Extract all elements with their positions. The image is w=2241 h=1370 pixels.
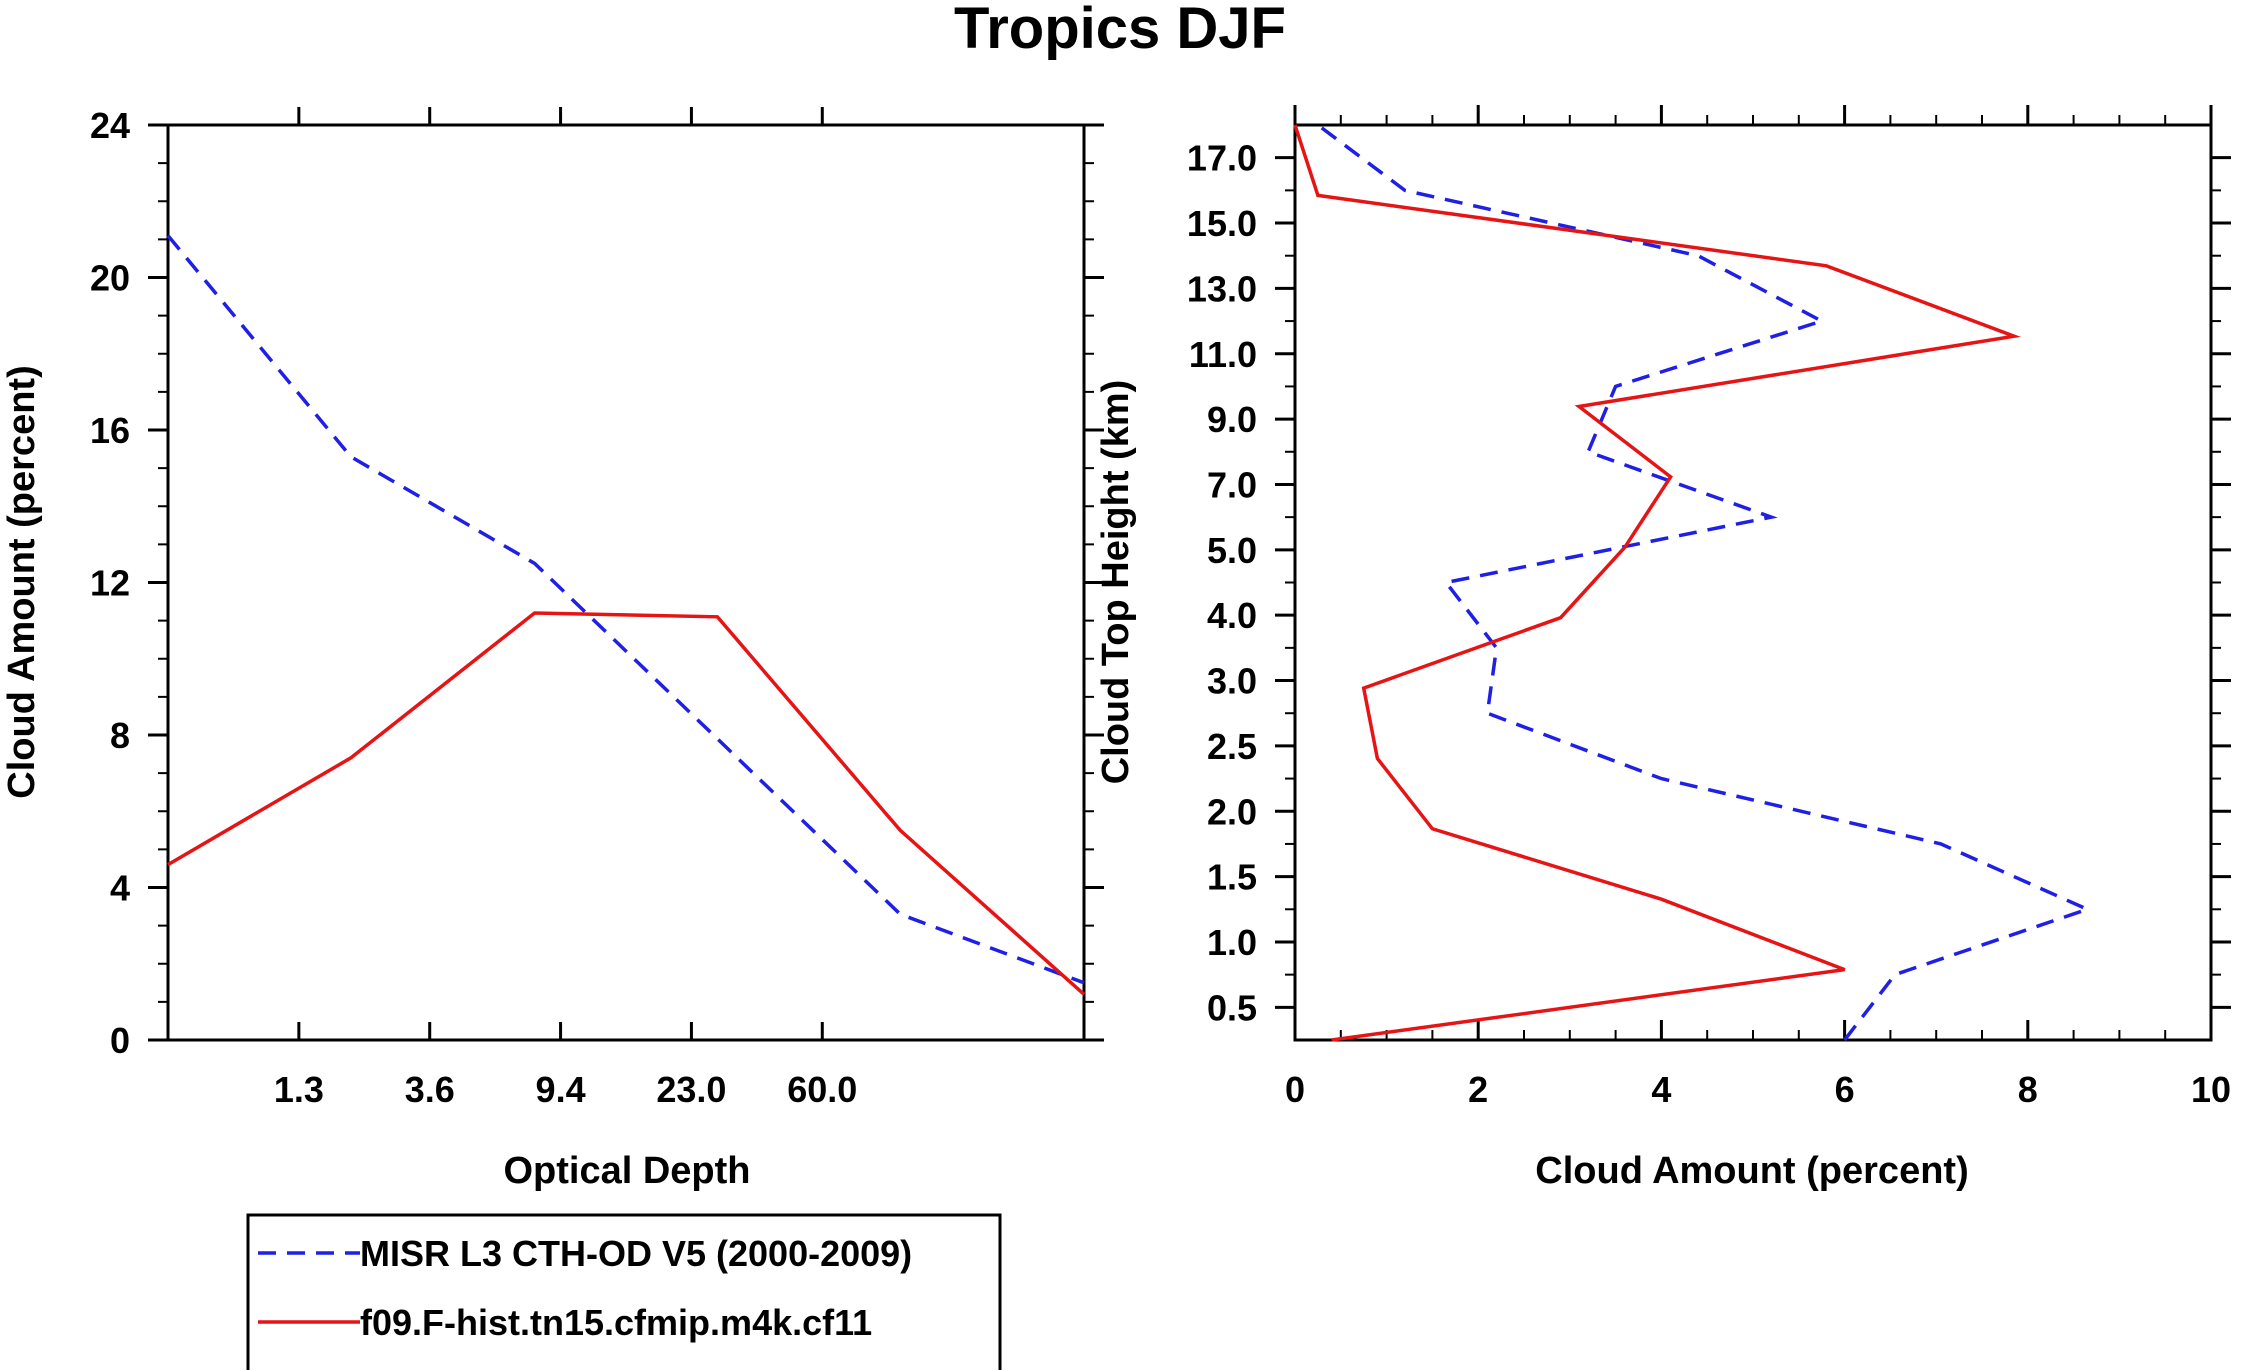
- right-x-tick-label: 2: [1468, 1069, 1488, 1110]
- right-y-tick-label: 4.0: [1207, 595, 1257, 636]
- left-y-tick-label: 20: [90, 258, 130, 299]
- right-y-tick-label: 2.0: [1207, 791, 1257, 832]
- left-y-tick-label: 16: [90, 410, 130, 451]
- legend-box: [246, 1213, 1002, 1370]
- left-y-tick-label: 8: [110, 715, 130, 756]
- left-panel-frame: [166, 123, 1086, 1042]
- right-y-tick-label: 5.0: [1207, 530, 1257, 571]
- left-y-tick-label: 24: [90, 105, 130, 146]
- right-x-tick-label: 8: [2018, 1069, 2038, 1110]
- right-y-tick-label: 0.5: [1207, 987, 1257, 1028]
- left-y-tick-label: 0: [110, 1020, 130, 1061]
- left-panel-ylabel: Cloud Amount (percent): [1, 365, 43, 798]
- right-y-tick-label: 3.0: [1207, 661, 1257, 702]
- right-series-misr: [1316, 123, 2093, 1042]
- right-x-tick-label: 10: [2191, 1069, 2231, 1110]
- left-x-tick-label: 3.6: [405, 1069, 455, 1110]
- left-x-tick-label: 60.0: [787, 1069, 857, 1110]
- right-y-tick-label: 1.0: [1207, 922, 1257, 963]
- left-y-tick-label: 4: [110, 868, 130, 909]
- right-x-tick-label: 4: [1651, 1069, 1671, 1110]
- left-x-tick-label: 1.3: [274, 1069, 324, 1110]
- left-series-misr: [166, 234, 1085, 985]
- right-y-tick-label: 2.5: [1207, 726, 1257, 767]
- right-y-tick-label: 7.0: [1207, 464, 1257, 505]
- right-panel-ylabel: Cloud Top Height (km): [1095, 380, 1137, 785]
- right-y-tick-label: 1.5: [1207, 857, 1257, 898]
- right-x-tick-label: 6: [1835, 1069, 1855, 1110]
- right-series-model: [1293, 124, 2021, 1042]
- figure-title: Tropics DJF: [954, 0, 1286, 61]
- right-y-tick-label: 11.0: [1189, 334, 1257, 375]
- right-y-tick-label: 13.0: [1187, 268, 1257, 309]
- left-x-tick-label: 23.0: [656, 1069, 726, 1110]
- right-panel-xlabel: Cloud Amount (percent): [1535, 1150, 1968, 1192]
- right-y-tick-label: 17.0: [1187, 138, 1257, 179]
- legend-label-model: f09.F-hist.tn15.cfmip.m4k.cf11: [360, 1302, 872, 1343]
- right-panel-cloud-top-height: 0 2 4 6 8 10 0.5 1.0 1.5 2.0 2.5 3.0 4.0 5.0 7.0 9.0 11.…: [1095, 105, 2231, 1192]
- left-panel-optical-depth: 1.3 3.6 9.4 23.0 60.0 0 4 8 12 16 20 24 Optical Dep…: [1, 105, 1104, 1192]
- right-y-tick-label: 15.0: [1187, 203, 1257, 244]
- legend-label-misr: MISR L3 CTH-OD V5 (2000-2009): [360, 1233, 912, 1274]
- left-y-tick-label: 12: [90, 563, 130, 604]
- right-x-tick-label: 0: [1285, 1069, 1305, 1110]
- left-x-tick-label: 9.4: [536, 1069, 586, 1110]
- right-y-tick-label: 9.0: [1207, 399, 1257, 440]
- left-panel-xlabel: Optical Depth: [503, 1150, 750, 1192]
- legend: MISR L3 CTH-OD V5 (2000-2009) f09.F-hist…: [246, 1213, 1002, 1370]
- left-series-model: [167, 611, 1086, 996]
